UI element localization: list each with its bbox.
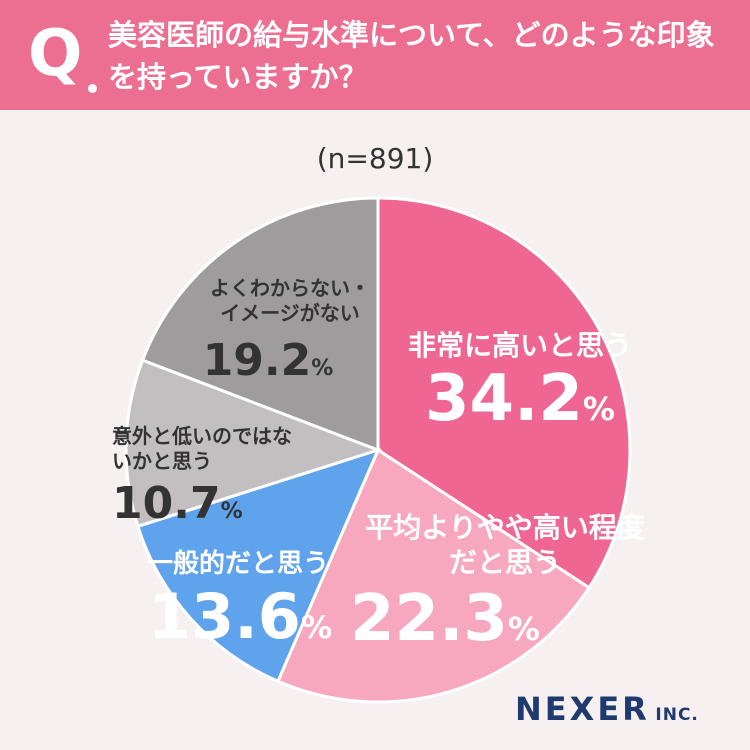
slice-label-3: 一般的だと思う bbox=[147, 548, 329, 579]
slice-value-2: 22.3% bbox=[350, 582, 540, 656]
slice-label-4: 意外と低いのではないかと思う bbox=[112, 424, 292, 473]
brand-logo: NEXER INC. bbox=[515, 690, 699, 728]
sample-size-label: (n=891) bbox=[316, 142, 434, 175]
slice-value-4: 10.7% bbox=[112, 478, 243, 529]
slice-value-1: 34.2% bbox=[425, 362, 615, 436]
q-label: Q bbox=[28, 17, 83, 91]
q-dot bbox=[88, 84, 97, 93]
brand-suffix: INC. bbox=[655, 705, 699, 725]
slice-label-5: よくわからない・イメージがない bbox=[210, 276, 370, 325]
pie-slice-5 bbox=[140, 196, 380, 453]
slice-value-3: 13.6% bbox=[148, 580, 332, 653]
question-header: Q 美容医師の給与水準について、どのような印象を持っていますか？ bbox=[0, 0, 750, 110]
brand-name: NEXER bbox=[515, 690, 650, 728]
slice-value-5: 19.2% bbox=[203, 335, 334, 386]
pie-slice-4 bbox=[124, 358, 383, 529]
slice-label-1: 非常に高いと思う bbox=[408, 329, 632, 362]
slice-label-2: 平均よりやや高い程度だと思う bbox=[365, 511, 644, 579]
question-text: 美容医師の給与水準について、どのような印象を持っていますか？ bbox=[108, 18, 715, 94]
pie-slice-2 bbox=[275, 447, 592, 704]
